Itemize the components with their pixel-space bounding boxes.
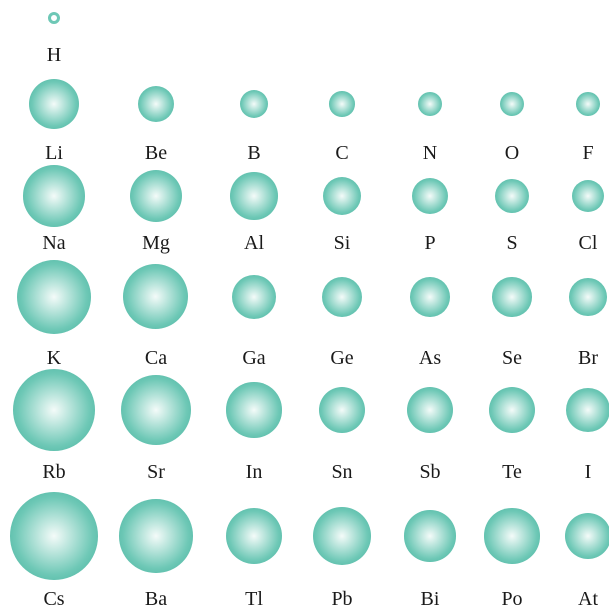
atom-sphere-k — [16, 259, 92, 335]
element-label-mg: Mg — [142, 232, 170, 254]
atom-sphere-be — [137, 85, 175, 123]
element-label-tl: Tl — [245, 588, 263, 610]
atom-sphere-bi — [404, 510, 456, 562]
atom-sphere-in — [226, 382, 282, 438]
atom-sphere-po — [484, 508, 540, 564]
atom-sphere-cs — [10, 492, 98, 580]
element-label-si: Si — [333, 232, 351, 254]
atom-sphere-h — [48, 12, 60, 24]
atom-sphere-as — [410, 277, 450, 317]
atom-sphere-pb — [313, 507, 371, 565]
atom-sphere-ba — [119, 499, 193, 573]
element-label-p: P — [424, 232, 436, 254]
atom-sphere-n — [417, 91, 443, 117]
element-label-ca: Ca — [144, 347, 168, 369]
atom-sphere-si — [322, 176, 362, 216]
element-label-ge: Ge — [330, 347, 354, 369]
element-label-in: In — [245, 461, 263, 483]
atom-sphere-s — [495, 179, 529, 213]
atom-sphere-mg — [129, 169, 183, 223]
atom-sphere-br — [569, 278, 607, 316]
element-label-ga: Ga — [242, 347, 266, 369]
element-label-sr: Sr — [147, 461, 165, 483]
element-label-be: Be — [144, 142, 168, 164]
element-label-as: As — [418, 347, 442, 369]
element-label-na: Na — [42, 232, 66, 254]
element-label-se: Se — [502, 347, 522, 369]
element-label-te: Te — [502, 461, 522, 483]
atom-sphere-c — [329, 91, 355, 117]
atom-sphere-sb — [406, 386, 454, 434]
atom-sphere-rb — [13, 369, 95, 451]
element-label-k: K — [46, 347, 62, 369]
atom-sphere-p — [411, 177, 449, 215]
atom-sphere-te — [488, 386, 536, 434]
atom-sphere-sn — [318, 386, 366, 434]
atom-sphere-cl — [571, 179, 605, 213]
atom-sphere-na — [23, 165, 85, 227]
element-label-po: Po — [501, 588, 523, 610]
atom-sphere-b — [239, 89, 269, 119]
atom-sphere-ca — [123, 264, 189, 330]
atom-sphere-al — [230, 172, 278, 220]
element-label-c: C — [335, 142, 349, 164]
element-label-ba: Ba — [144, 588, 168, 610]
element-label-br: Br — [578, 347, 598, 369]
element-label-pb: Pb — [331, 588, 353, 610]
element-label-i: I — [584, 461, 592, 483]
element-label-sb: Sb — [419, 461, 441, 483]
element-label-at: At — [578, 588, 598, 610]
element-label-al: Al — [244, 232, 264, 254]
atom-sphere-o — [499, 91, 525, 117]
atom-sphere-i — [566, 388, 609, 432]
atom-sphere-at — [564, 512, 609, 560]
atom-sphere-tl — [225, 507, 283, 565]
element-label-cs: Cs — [43, 588, 65, 610]
element-label-s: S — [506, 232, 518, 254]
atom-sphere-li — [28, 78, 80, 130]
atom-sphere-ge — [321, 276, 363, 318]
element-label-o: O — [504, 142, 520, 164]
atom-sphere-ga — [231, 274, 277, 320]
atom-sphere-sr — [120, 374, 192, 446]
element-label-rb: Rb — [42, 461, 66, 483]
atom-sphere-se — [492, 277, 532, 317]
element-label-sn: Sn — [331, 461, 353, 483]
element-label-li: Li — [45, 142, 63, 164]
element-label-cl: Cl — [578, 232, 598, 254]
element-label-b: B — [247, 142, 261, 164]
element-label-f: F — [582, 142, 594, 164]
atom-sphere-f — [576, 92, 600, 116]
element-label-h: H — [46, 44, 62, 66]
element-label-bi: Bi — [420, 588, 440, 610]
element-label-n: N — [422, 142, 438, 164]
